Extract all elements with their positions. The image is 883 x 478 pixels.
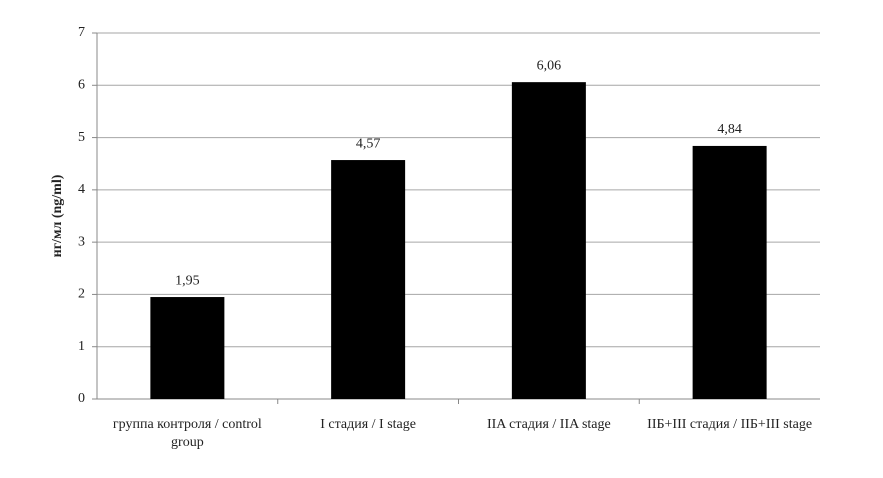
x-tick-label: I стадия / I stage — [320, 417, 416, 432]
y-tick-label: 3 — [78, 234, 85, 249]
value-label: 1,95 — [175, 273, 200, 288]
value-label: 4,57 — [356, 136, 381, 151]
x-tick-label: IIБ+III стадия / IIБ+III stage — [647, 417, 813, 432]
y-tick-label: 6 — [78, 78, 85, 93]
y-tick-label: 0 — [78, 391, 85, 406]
x-tick-label: группа контроля / control group — [112, 417, 262, 450]
y-tick-label: 2 — [78, 287, 85, 302]
y-tick-label: 4 — [78, 182, 85, 197]
y-tick-label: 7 — [78, 25, 85, 40]
value-label: 4,84 — [717, 122, 742, 137]
bar — [331, 160, 406, 399]
y-axis-label: нг/мл (ng/ml) — [50, 174, 65, 257]
x-tick-label: IIA стадия / IIA stage — [486, 417, 611, 432]
bar — [150, 297, 225, 399]
y-tick-label: 1 — [78, 339, 85, 354]
bar — [511, 82, 586, 400]
value-label: 6,06 — [537, 58, 562, 73]
y-tick-label: 5 — [78, 130, 85, 145]
bar — [692, 145, 767, 399]
